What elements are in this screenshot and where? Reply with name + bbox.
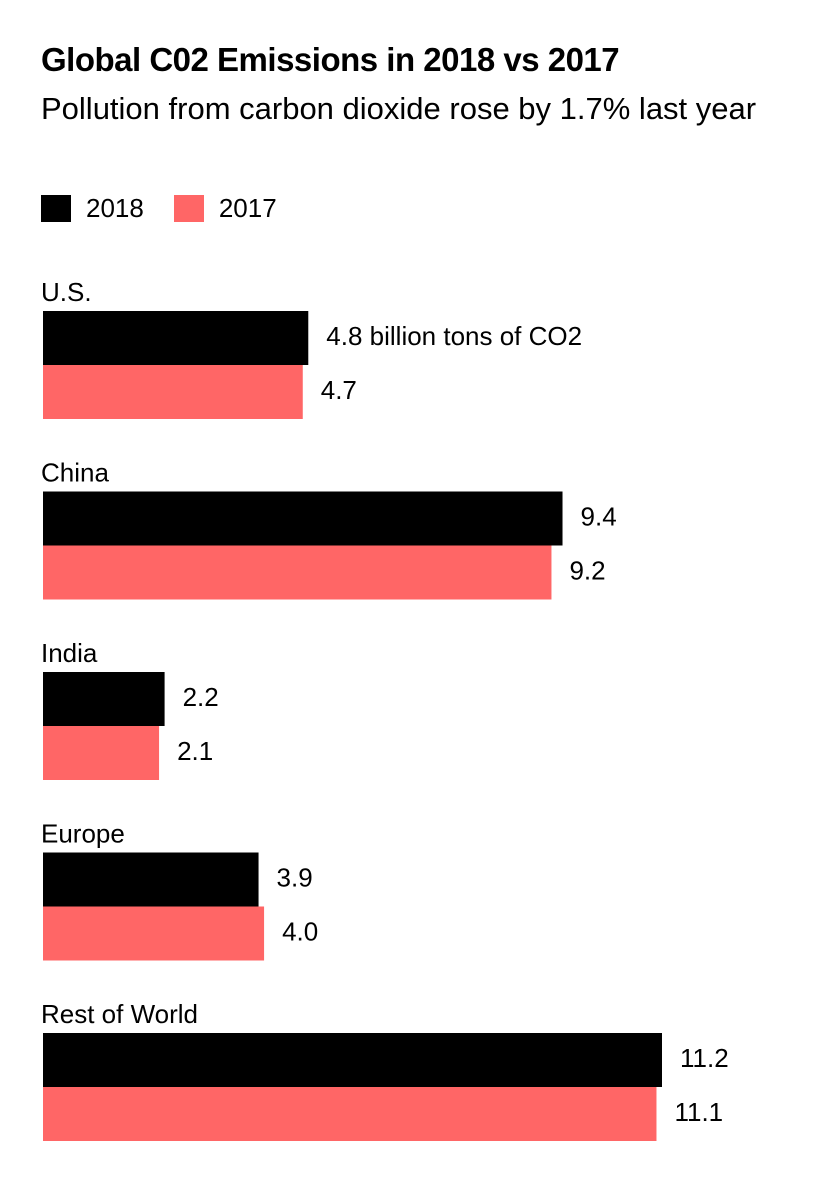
value-label-2018-china: 9.4 (581, 501, 617, 531)
bar-2018-u-s (43, 311, 309, 365)
category-label-rest-of-world: Rest of World (41, 999, 198, 1029)
value-label-2018-u-s: 4.8 billion tons of CO2 (326, 321, 582, 351)
value-label-2017-rest-of-world: 11.1 (674, 1097, 723, 1127)
bar-2017-u-s (43, 365, 303, 419)
category-label-u-s: U.S. (41, 277, 92, 307)
value-label-2018-europe: 3.9 (277, 862, 313, 892)
value-label-2018-india: 2.2 (183, 682, 219, 712)
bar-2017-europe (43, 906, 265, 961)
category-label-china: China (41, 457, 109, 487)
value-label-2018-rest-of-world: 11.2 (680, 1043, 729, 1073)
bar-2018-rest-of-world (43, 1033, 662, 1087)
chart-subtitle: Pollution from carbon dioxide rose by 1.… (41, 91, 757, 126)
category-label-india: India (41, 638, 98, 668)
bar-2017-india (43, 726, 160, 780)
legend-item-2018: 2018 (41, 193, 144, 223)
bar-2017-china (43, 545, 552, 600)
legend: 2018 2017 (41, 193, 307, 223)
legend-label-2018: 2018 (86, 193, 144, 223)
value-label-2017-china: 9.2 (569, 555, 605, 585)
value-label-2017-europe: 4.0 (282, 916, 318, 946)
bar-2018-india (43, 672, 165, 726)
legend-swatch-2018 (41, 194, 71, 222)
value-label-2017-india: 2.1 (177, 736, 213, 766)
legend-item-2017: 2017 (173, 193, 277, 223)
value-label-2017-u-s: 4.7 (321, 375, 357, 405)
bar-2018-china (43, 491, 563, 546)
legend-swatch-2017 (173, 194, 204, 222)
bar-2017-rest-of-world (43, 1087, 657, 1141)
legend-label-2017: 2017 (218, 193, 277, 223)
bar-2018-europe (43, 852, 259, 907)
category-label-europe: Europe (41, 818, 125, 848)
chart-title: Global C02 Emissions in 2018 vs 2017 (41, 41, 620, 78)
